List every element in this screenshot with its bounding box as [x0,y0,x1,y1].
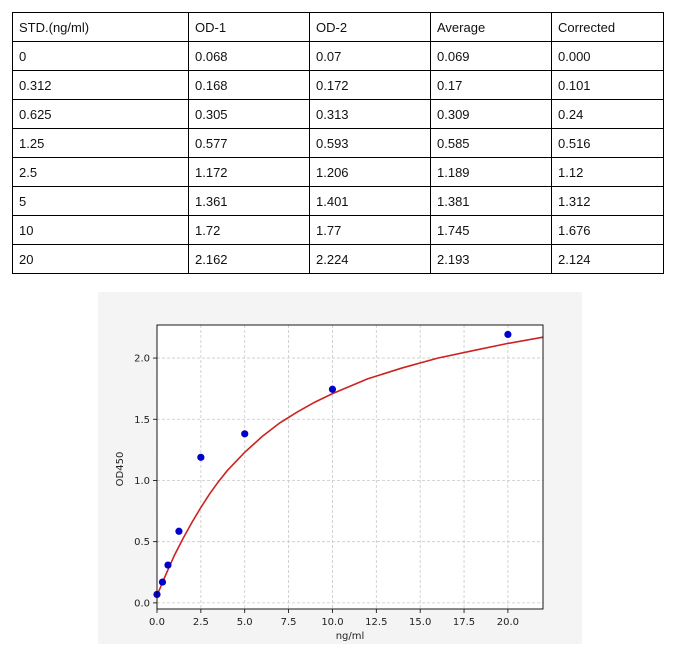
table-cell: 2.224 [309,244,431,274]
table-cell: 0.101 [551,70,664,100]
table-row: 20 2.162 2.224 2.193 2.124 [12,244,664,274]
table-cell: 1.189 [430,157,552,187]
table-cell: 0.168 [188,70,310,100]
standards-table: STD.(ng/ml) OD-1 OD-2 Average Corrected 0 0.06… [12,12,664,274]
table-cell: 1.25 [12,128,189,158]
table-cell: 10 [12,215,189,245]
x-tick-label: 2.5 [193,617,209,628]
table-cell: 0.24 [551,99,664,129]
table-row: 5 1.361 1.401 1.381 1.312 [12,186,664,216]
table-cell: 20 [12,244,189,274]
table-cell: 1.381 [430,186,552,216]
table-row: 0.625 0.305 0.313 0.309 0.24 [12,99,664,129]
table-cell: 0.17 [430,70,552,100]
table-cell: 1.745 [430,215,552,245]
table-cell: 0.305 [188,99,310,129]
table-cell: 0.069 [430,41,552,71]
table-cell: 0.309 [430,99,552,129]
table-cell: 0.577 [188,128,310,158]
table-cell: 2.5 [12,157,189,187]
data-point [504,330,512,339]
y-tick-label: 2.0 [134,354,150,365]
x-axis-label: ng/ml [336,631,365,642]
x-tick-label: 15.0 [409,617,431,628]
table-header-cell: OD-1 [188,12,310,42]
x-tick-label: 12.5 [365,617,387,628]
table-cell: 1.72 [188,215,310,245]
table-header-cell: Corrected [551,12,664,42]
data-point [328,385,337,393]
table-cell: 1.172 [188,157,310,187]
standard-curve-chart: 0.0 2.5 5.0 7.5 10.0 12.5 15.0 17.5 20.0 0.0 0.5 1.… [98,292,582,644]
y-axis-label: OD450 [115,452,126,487]
table-cell: 0.000 [551,41,664,71]
table-row: 10 1.72 1.77 1.745 1.676 [12,215,664,245]
data-point [241,430,249,438]
data-point [164,561,172,569]
table-row: 0.312 0.168 0.172 0.17 0.101 [12,70,664,100]
table-header-cell: STD.(ng/ml) [12,12,189,42]
x-tick-label: 10.0 [321,617,343,628]
data-point [158,578,167,586]
table-cell: 0.516 [551,128,664,158]
y-tick-label: 1.0 [134,476,150,487]
table-cell: 2.162 [188,244,310,274]
table-cell: 1.206 [309,157,431,187]
table-cell: 0.07 [309,41,431,71]
table-cell: 1.312 [551,186,664,216]
x-tick-label: 20.0 [497,617,519,628]
table-header-cell: OD-2 [309,12,431,42]
table-cell: 0.625 [12,99,189,129]
table-row: 0 0.068 0.07 0.069 0.000 [12,41,664,71]
fit-curve-line [156,336,544,596]
data-point [175,527,183,535]
table-cell: 1.12 [551,157,664,187]
plot-area [157,325,543,609]
table-cell: 0.312 [12,70,189,100]
table-cell: 5 [12,186,189,216]
table-cell: 1.361 [188,186,310,216]
table-cell: 0.068 [188,41,310,71]
table-cell: 0.313 [309,99,431,129]
table-cell: 0.172 [309,70,431,100]
axes-frame [156,324,544,610]
x-tick-label: 7.5 [281,617,297,628]
table-cell: 0.585 [430,128,552,158]
table-header-cell: Average [430,12,552,42]
x-tick-label: 0.0 [149,617,165,628]
table-cell: 1.676 [551,215,664,245]
table-cell: 0.593 [309,128,431,158]
table-cell: 1.77 [309,215,431,245]
x-tick-label: 5.0 [237,617,253,628]
table-cell: 0 [12,41,189,71]
y-tick-label: 0.0 [134,598,150,609]
y-tick-label: 0.5 [134,537,150,548]
x-tick-label: 17.5 [453,617,475,628]
table-header-row: STD.(ng/ml) OD-1 OD-2 Average Corrected [12,12,664,42]
table-cell: 2.193 [430,244,552,274]
table-row: 1.25 0.577 0.593 0.585 0.516 [12,128,664,158]
data-point [197,453,205,461]
table-cell: 1.401 [309,186,431,216]
table-row: 2.5 1.172 1.206 1.189 1.12 [12,157,664,187]
y-tick-label: 1.5 [134,415,150,426]
table-cell: 2.124 [551,244,664,274]
